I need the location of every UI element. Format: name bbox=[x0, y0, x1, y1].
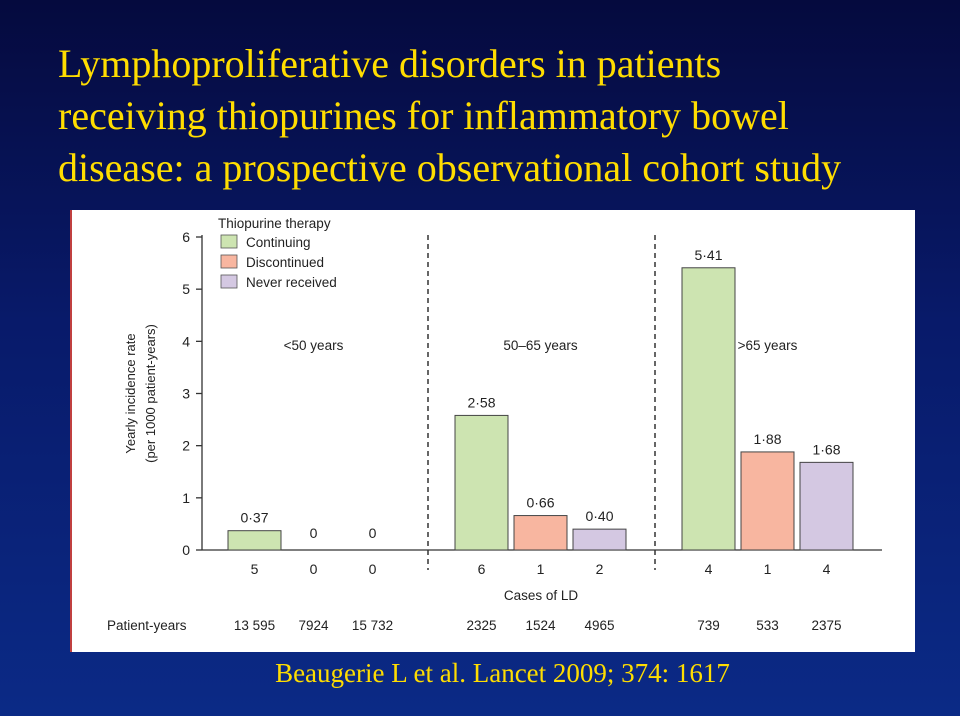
bar bbox=[513, 515, 568, 551]
age-group-label: 50–65 years bbox=[503, 338, 578, 353]
legend-label: Continuing bbox=[246, 235, 311, 250]
age-group-label: >65 years bbox=[738, 338, 798, 353]
bar-value-label: 0·37 bbox=[240, 510, 268, 526]
citation: Beaugerie L et al. Lancet 2009; 374: 161… bbox=[275, 658, 730, 688]
patient-years-value: 2325 bbox=[466, 618, 496, 633]
title-line: disease: a prospective observational coh… bbox=[58, 145, 842, 190]
patient-years-value: 533 bbox=[756, 618, 779, 633]
y-tick-label: 2 bbox=[182, 438, 190, 454]
bar bbox=[799, 461, 854, 551]
bar bbox=[572, 528, 627, 551]
legend-swatch bbox=[220, 234, 238, 249]
x-axis-label: Cases of LD bbox=[504, 588, 579, 603]
bar-value-label: 2·58 bbox=[467, 394, 495, 410]
bar bbox=[681, 267, 736, 551]
y-tick-label: 0 bbox=[182, 542, 190, 558]
patient-years-value: 13 595 bbox=[234, 618, 275, 633]
bar bbox=[227, 530, 282, 551]
cases-count: 1 bbox=[764, 561, 772, 577]
title-line: receiving thiopurines for inflammatory b… bbox=[58, 93, 789, 138]
bar-value-label: 0·40 bbox=[585, 508, 613, 524]
y-tick-label: 3 bbox=[182, 386, 190, 402]
bar-chart: 0 1 2 3 4 5 6 Yearly incidence rate (per 1000 pa… bbox=[70, 210, 882, 652]
legend-label: Discontinued bbox=[246, 255, 324, 270]
legend-title: Thiopurine therapy bbox=[218, 216, 331, 231]
legend-swatch bbox=[220, 254, 238, 269]
cases-count: 0 bbox=[310, 561, 318, 577]
cases-count: 2 bbox=[596, 561, 604, 577]
bar-value-label: 0·66 bbox=[526, 495, 554, 511]
patient-years-value: 4965 bbox=[584, 618, 614, 633]
slide-title: Lymphoproliferative disorders in patient… bbox=[58, 38, 938, 194]
cases-count: 0 bbox=[369, 561, 377, 577]
patient-years-value: 739 bbox=[697, 618, 720, 633]
y-tick-label: 6 bbox=[182, 229, 190, 245]
chart-panel: 0 1 2 3 4 5 6 Yearly incidence rate (per 1000 pa… bbox=[70, 210, 915, 652]
bar-value-label: 0 bbox=[369, 525, 377, 541]
legend-label: Never received bbox=[246, 275, 337, 290]
title-line: Lymphoproliferative disorders in patient… bbox=[58, 41, 722, 86]
bar-value-label: 0 bbox=[310, 525, 318, 541]
y-tick-label: 4 bbox=[182, 333, 190, 349]
age-group-label: <50 years bbox=[284, 338, 344, 353]
patient-years-value: 7924 bbox=[298, 618, 329, 633]
patient-years-value: 1524 bbox=[525, 618, 556, 633]
y-axis-label: (per 1000 patient-years) bbox=[143, 324, 158, 463]
patient-years-value: 15 732 bbox=[352, 618, 393, 633]
y-axis-label: Yearly incidence rate bbox=[123, 333, 138, 453]
y-tick-label: 5 bbox=[182, 281, 190, 297]
cases-count: 4 bbox=[823, 561, 831, 577]
bar-value-label: 5·41 bbox=[694, 247, 722, 263]
cases-count: 5 bbox=[251, 561, 259, 577]
patient-years-value: 2375 bbox=[811, 618, 841, 633]
legend-swatch bbox=[220, 274, 238, 289]
bar-value-label: 1·88 bbox=[753, 431, 781, 447]
bar-value-label: 1·68 bbox=[812, 441, 840, 457]
y-tick-label: 1 bbox=[182, 490, 190, 506]
cases-count: 6 bbox=[478, 561, 486, 577]
bar bbox=[740, 451, 795, 551]
patient-years-label: Patient-years bbox=[107, 618, 187, 633]
cases-count: 4 bbox=[705, 561, 713, 577]
cases-count: 1 bbox=[537, 561, 545, 577]
bar bbox=[454, 414, 509, 551]
